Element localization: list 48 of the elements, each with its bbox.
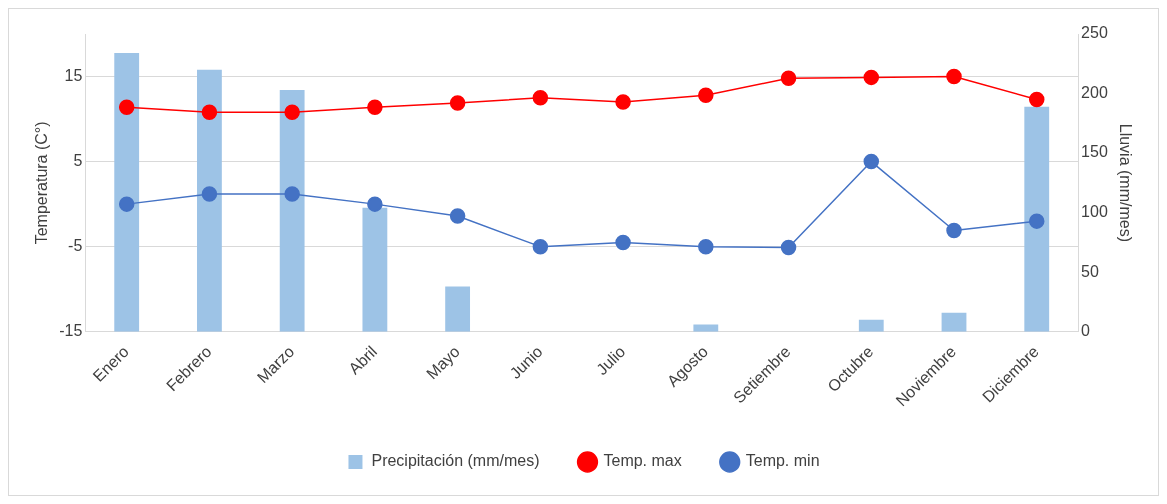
point [946, 68, 962, 85]
y2-tick-label: 0 [1081, 322, 1091, 340]
x-tick-label: Julio [593, 342, 629, 379]
point [615, 94, 631, 110]
y-tick-label: -5 [68, 237, 83, 255]
point [532, 90, 549, 106]
point [863, 69, 880, 86]
point [698, 238, 714, 255]
y-axis-title: Temperatura (C°) [33, 121, 51, 245]
bar [362, 207, 388, 332]
point [1028, 213, 1045, 229]
point [780, 70, 797, 86]
point [449, 95, 466, 111]
legend-label: Precipitación (mm/mes) [371, 452, 540, 470]
bar [941, 312, 967, 332]
bar [858, 319, 884, 332]
point [367, 196, 383, 212]
point [946, 222, 962, 239]
bar [445, 286, 471, 332]
legend-label: Temp. min [745, 452, 820, 470]
y2-tick-label: 200 [1081, 83, 1108, 101]
bar [197, 69, 222, 332]
bar [1024, 106, 1050, 332]
y-tick-label: 5 [73, 152, 83, 169]
point [367, 99, 383, 115]
point [698, 87, 714, 103]
point [284, 186, 300, 202]
point [449, 208, 466, 224]
y2-tick-label: 250 [1081, 24, 1108, 42]
point [284, 104, 300, 121]
y-tick-label: 15 [64, 66, 83, 84]
y2-axis-title: Lluvia (mm/mes) [1116, 123, 1134, 242]
point [201, 186, 218, 202]
legend-label: Temp. max [603, 452, 682, 470]
point [118, 99, 135, 115]
point [1028, 91, 1045, 108]
bar [114, 53, 140, 332]
point [615, 234, 631, 251]
point [532, 238, 549, 255]
point [201, 104, 218, 121]
point [780, 239, 797, 256]
y2-tick-label: 50 [1081, 262, 1099, 280]
point [863, 153, 880, 170]
bar [279, 89, 305, 332]
y2-tick-label: 150 [1081, 143, 1108, 161]
point [118, 196, 135, 212]
y-tick-label: -15 [59, 322, 83, 340]
y2-tick-label: 100 [1081, 203, 1108, 221]
